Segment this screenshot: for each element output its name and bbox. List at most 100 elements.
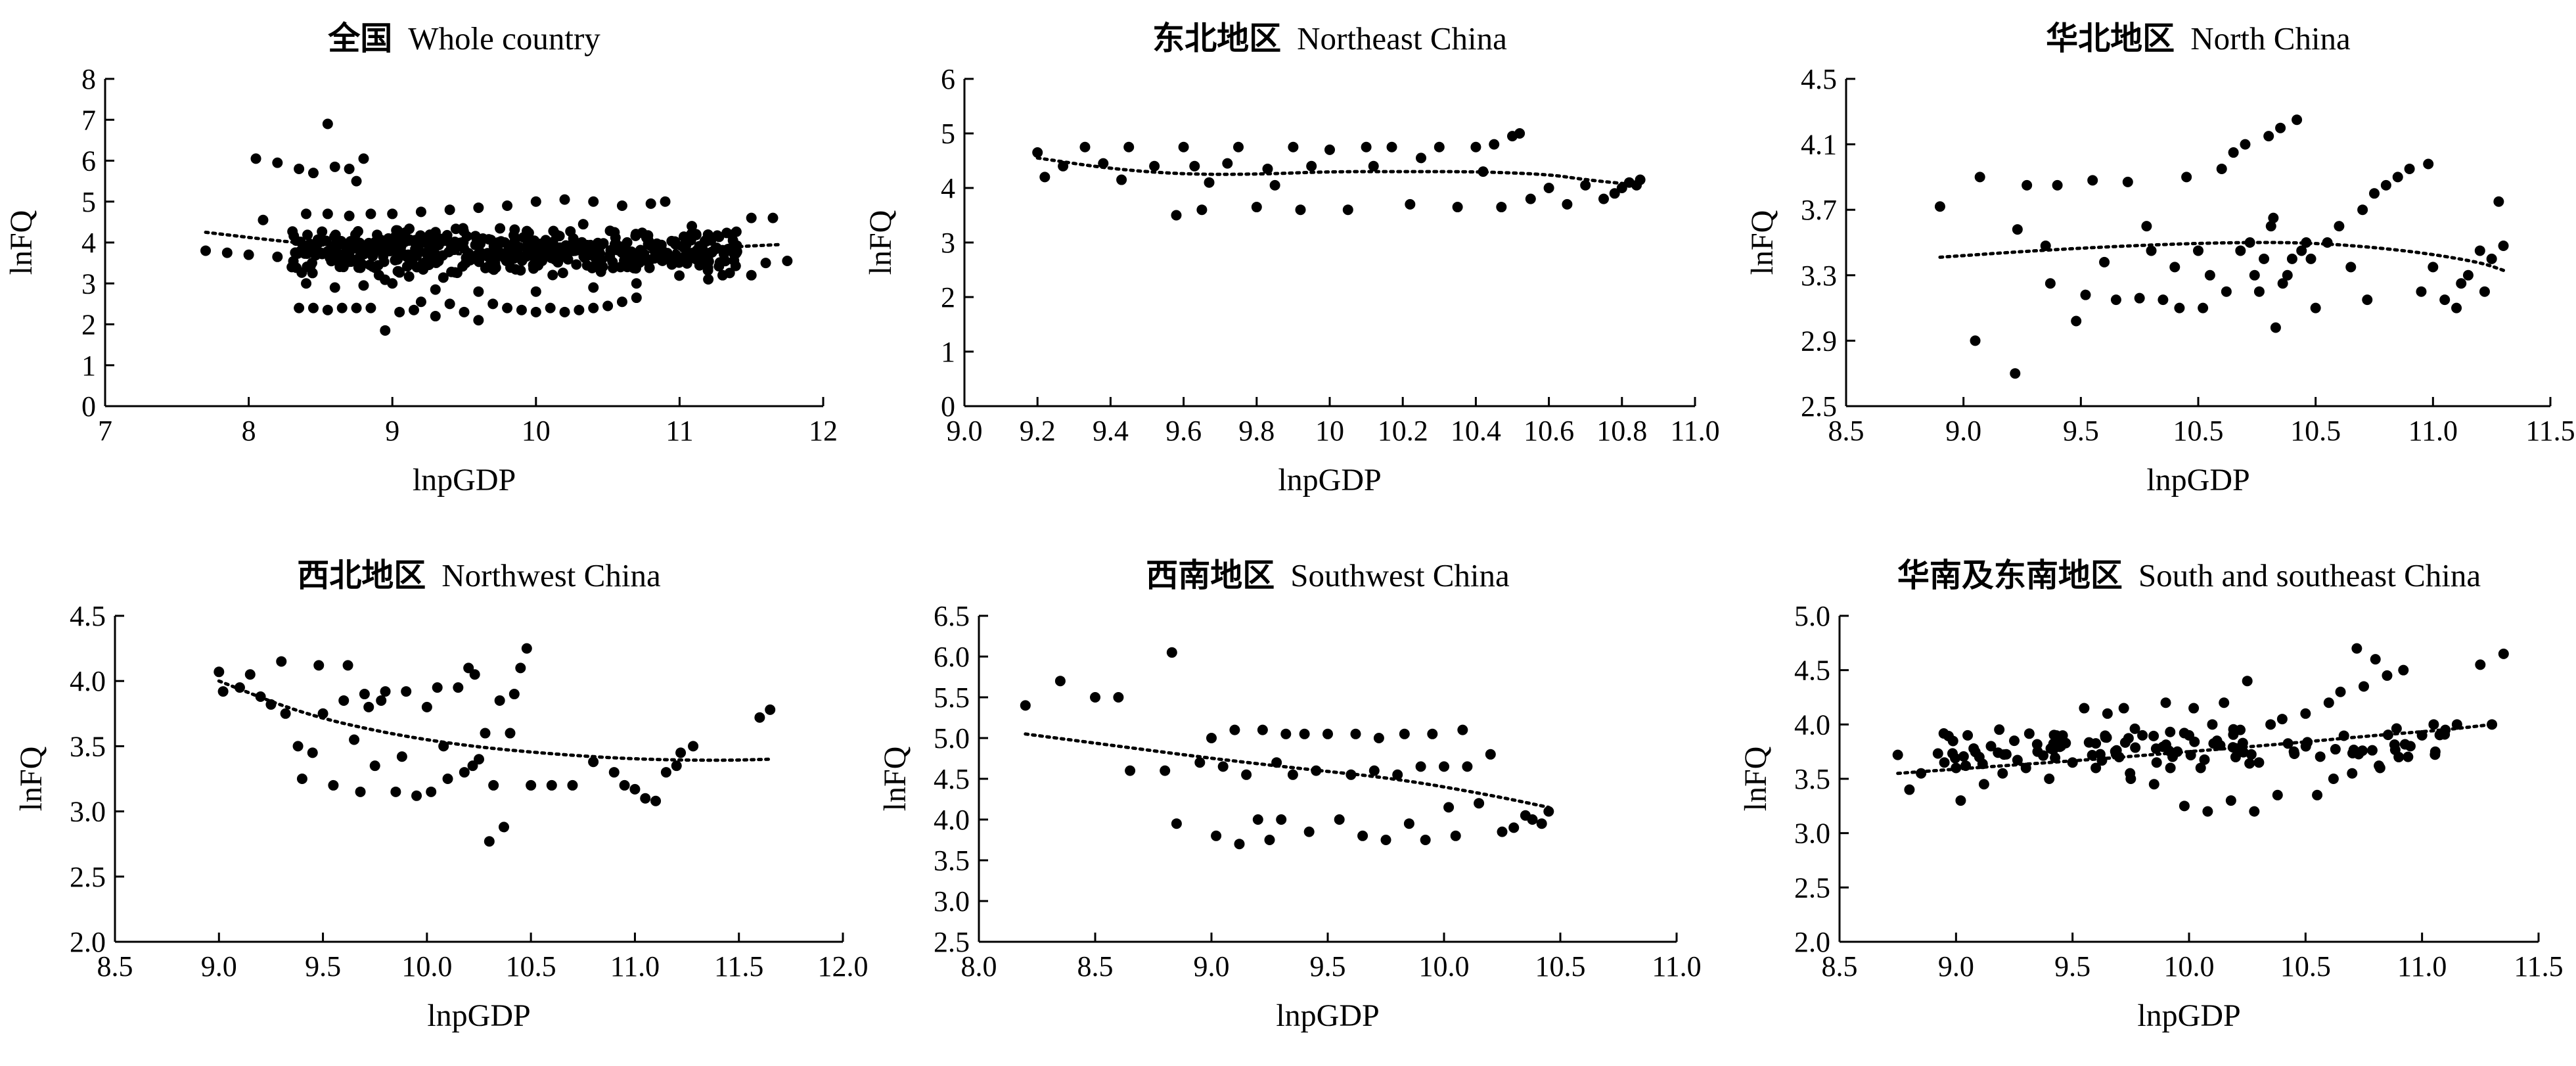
y-tick-label: 3.5 [1794, 763, 1830, 795]
x-tick-label: 10 [522, 415, 551, 447]
data-point [491, 251, 503, 262]
x-tick-label: 9 [385, 415, 399, 447]
data-point [1196, 204, 1208, 216]
x-tick-label: 11 [666, 415, 693, 447]
data-point [2403, 751, 2414, 762]
data-point [2263, 131, 2274, 142]
data-point [355, 786, 366, 797]
x-axis-label: lnpGDP [1278, 463, 1381, 498]
data-point [1211, 830, 1222, 841]
data-point [2052, 179, 2063, 191]
data-point [530, 306, 541, 317]
data-point [1962, 730, 1974, 741]
data-point [2102, 708, 2113, 719]
data-point [2286, 253, 2297, 264]
data-point [1160, 765, 1171, 776]
x-tick-label: 10.5 [2280, 950, 2331, 983]
data-point [530, 196, 541, 207]
data-point [1609, 188, 1620, 199]
data-point [292, 741, 304, 752]
chart-panel-5: 西南地区 Southwest China 8.0 8.5 9.0 9.5 10.0 10.5 1… [878, 557, 1702, 1033]
data-point [473, 315, 484, 326]
data-point [746, 269, 757, 281]
data-point [464, 254, 476, 266]
data-point [1295, 204, 1306, 216]
data-point [387, 208, 398, 220]
data-point [512, 247, 523, 258]
data-point [358, 280, 369, 291]
data-point [2249, 269, 2260, 281]
data-point [547, 269, 558, 281]
data-point [2230, 751, 2241, 762]
data-point [2044, 774, 2055, 784]
data-point [354, 252, 365, 263]
x-tick-label: 11.5 [2525, 415, 2575, 447]
data-point [1189, 160, 1200, 172]
data-point [1194, 757, 1206, 768]
data-point [1514, 128, 1525, 139]
chart-title-zh: 西南地区 [1146, 557, 1275, 594]
data-point [2404, 163, 2415, 174]
data-point [2328, 774, 2339, 784]
chart-title-zh: 华北地区 [2046, 20, 2175, 57]
data-point [302, 229, 313, 241]
data-point [430, 257, 441, 268]
y-tick-label: 4.5 [1801, 63, 1837, 95]
y-tick-label: 4 [941, 172, 955, 204]
x-tick-label: 11.0 [2408, 415, 2458, 447]
data-point [1974, 751, 1985, 762]
y-tick-label: 6.0 [934, 641, 970, 673]
data-point [444, 298, 455, 310]
data-point [292, 248, 304, 259]
data-point [588, 302, 599, 313]
data-point [1958, 751, 1969, 762]
x-tick-label: 10.0 [2164, 950, 2215, 983]
data-point [2282, 269, 2293, 281]
data-point [2439, 294, 2451, 306]
data-point [365, 208, 376, 220]
data-point [2265, 221, 2276, 232]
x-tick-label: 8.5 [97, 950, 133, 983]
data-point [421, 701, 432, 712]
data-point [2389, 739, 2400, 751]
data-point [372, 229, 383, 241]
x-tick-label: 9.4 [1093, 415, 1129, 447]
data-point [615, 262, 626, 273]
data-point [401, 686, 412, 697]
data-point [2125, 774, 2136, 784]
data-point [1403, 818, 1414, 829]
y-tick-label: 0 [941, 390, 955, 423]
data-point [1439, 761, 1449, 772]
data-point [1470, 141, 1481, 152]
data-point [574, 304, 585, 315]
data-point [515, 265, 526, 276]
data-point [1562, 198, 1573, 210]
data-point [1368, 160, 1379, 172]
data-point [328, 779, 339, 791]
data-point [2392, 172, 2403, 183]
data-point [616, 296, 627, 308]
data-point [2272, 789, 2283, 800]
data-point [214, 666, 225, 678]
data-point [2300, 741, 2311, 752]
data-point [488, 241, 499, 252]
data-point [1950, 753, 1961, 764]
y-tick-label: 5.0 [934, 722, 970, 754]
data-point [2330, 744, 2341, 755]
data-point [688, 741, 699, 752]
data-point [1206, 733, 1217, 743]
y-tick-label: 5 [81, 186, 96, 218]
data-point [2296, 245, 2307, 256]
y-tick-label: 5.5 [934, 682, 970, 714]
y-tick-label: 4.0 [70, 665, 106, 697]
data-point [2493, 196, 2504, 207]
data-point [2301, 237, 2312, 248]
data-point [426, 786, 437, 797]
data-point [2010, 368, 2021, 379]
data-point [487, 298, 499, 310]
data-point [1039, 172, 1051, 183]
data-point [712, 230, 723, 241]
data-point [687, 221, 698, 232]
data-point [478, 233, 489, 244]
data-point [2347, 768, 2358, 779]
